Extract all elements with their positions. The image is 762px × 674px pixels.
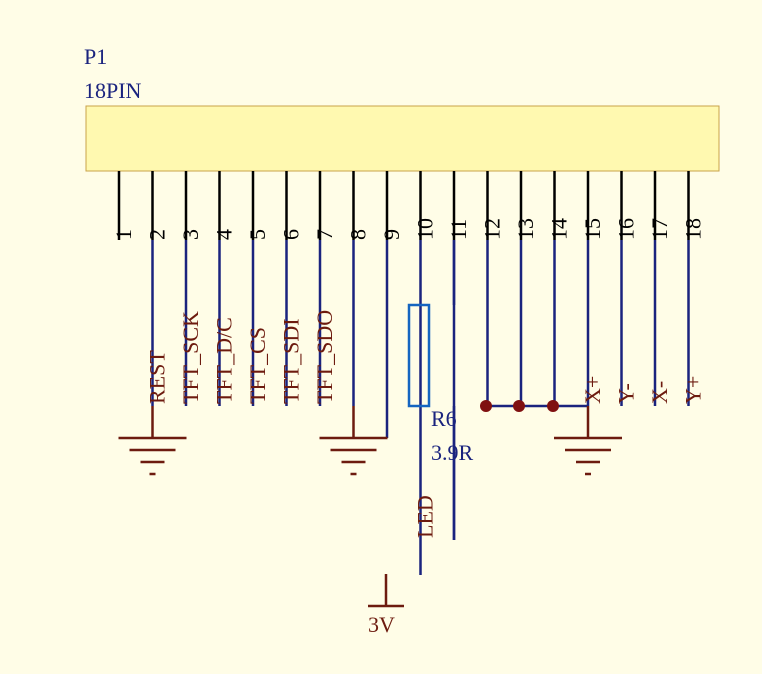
net-label-2: REST <box>145 350 170 404</box>
power-label: 3V <box>368 612 395 637</box>
resistor-r6-body <box>407 303 431 408</box>
pin-12-number: 12 <box>480 218 505 240</box>
net-label-4: TFT_D/C <box>212 317 237 404</box>
pin-10-number: 10 <box>413 218 438 240</box>
net-label-18: Y+ <box>681 376 706 404</box>
resistor-value: 3.9R <box>431 440 474 465</box>
pin-5-number: 5 <box>245 229 270 240</box>
pin-14-number: 14 <box>547 218 572 240</box>
pin-13-number: 13 <box>513 218 538 240</box>
pin-9-number: 9 <box>379 229 404 240</box>
net-label-15: X+ <box>580 376 605 404</box>
pin-7-number: 7 <box>312 229 337 240</box>
pin-18-number: 18 <box>681 218 706 240</box>
resistor-designator: R6 <box>431 406 457 431</box>
connector-body <box>85 105 720 172</box>
pin-11-number: 11 <box>446 219 471 240</box>
net-label-5: TFT_CS <box>245 327 270 404</box>
pin-1-number: 1 <box>111 229 136 240</box>
pin-16-number: 16 <box>614 218 639 240</box>
net-label-7: TFT_SDO <box>312 310 337 404</box>
pin-15-number: 15 <box>580 218 605 240</box>
net-label-17: X- <box>647 381 672 404</box>
net-label-3: TFT_SCK <box>178 311 203 404</box>
net-label-6: TFT_SDI <box>279 318 304 404</box>
junction-dot-15 <box>547 400 559 412</box>
pin-2-number: 2 <box>145 229 170 240</box>
junction-dot-13 <box>480 400 492 412</box>
pin-8-number: 8 <box>346 229 371 240</box>
component-designator: P1 <box>84 44 107 69</box>
pin-4-number: 4 <box>212 229 237 240</box>
pin-17-number: 17 <box>647 218 672 240</box>
net-label-16: Y- <box>614 383 639 404</box>
pins-group: 1 2 REST 3 TFT_SCK 4 TFT_D/C 5 TFT_CS 6 TFT_SDI 7 TF… <box>111 171 706 575</box>
component-value: 18PIN <box>84 78 142 103</box>
junction-dot-14 <box>513 400 525 412</box>
pin-3-number: 3 <box>178 229 203 240</box>
net-label-10: LED <box>413 495 438 538</box>
pin-6-number: 6 <box>279 229 304 240</box>
